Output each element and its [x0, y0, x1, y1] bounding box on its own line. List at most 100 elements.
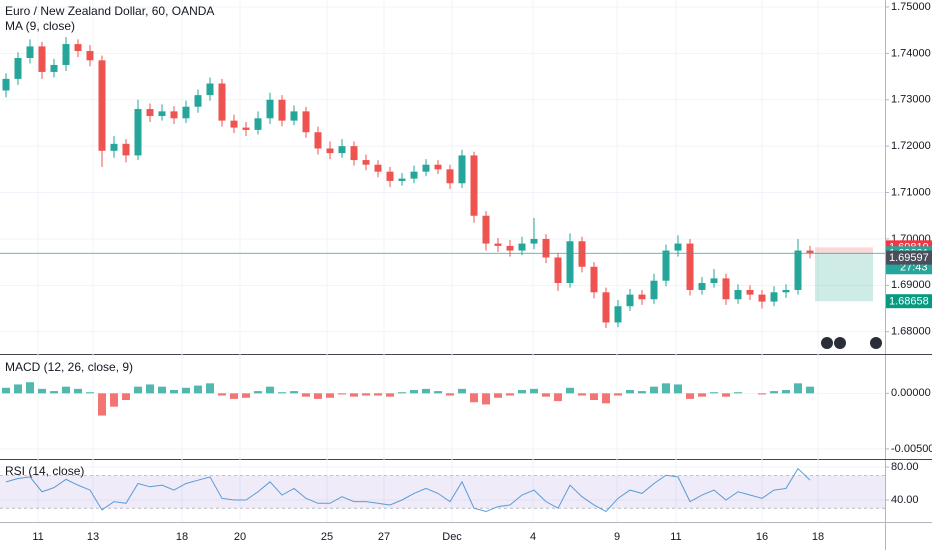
macd-bar: [626, 390, 634, 394]
event-icon[interactable]: [821, 337, 833, 349]
candle-body: [158, 111, 166, 116]
macd-bar: [590, 393, 598, 400]
chart-title: Euro / New Zealand Dollar, 60, OANDA: [5, 4, 214, 18]
macd-bar: [230, 393, 238, 399]
macd-bar: [614, 393, 622, 396]
candle-body: [170, 111, 178, 119]
candle-body: [218, 83, 226, 121]
candle-body: [38, 46, 46, 72]
candle-body: [50, 64, 58, 72]
candle-body: [2, 78, 10, 91]
macd-bar: [638, 391, 646, 394]
candle-body: [482, 215, 490, 244]
macd-bar: [782, 390, 790, 394]
last-price-tag-box: [886, 250, 932, 265]
candle-body: [770, 292, 778, 302]
candle-body: [530, 238, 538, 244]
y-tick-label: 1.69000: [891, 279, 931, 291]
macd-label: MACD (12, 26, close, 9): [5, 360, 133, 374]
macd-bar: [734, 392, 742, 394]
macd-bar: [518, 390, 526, 394]
y-tick-label: 0.00000: [891, 387, 931, 399]
candle-body: [134, 109, 142, 156]
x-tick-label: 13: [87, 531, 99, 543]
macd-bar: [302, 393, 310, 397]
candle-body: [446, 169, 454, 184]
candle-body: [650, 280, 658, 300]
candle-body: [674, 243, 682, 251]
macd-bar: [434, 391, 442, 394]
x-tick-label: 11: [670, 531, 681, 543]
candle-body: [182, 106, 190, 119]
candle-body: [314, 132, 322, 149]
candle-body: [566, 241, 574, 284]
target-tag-box: [886, 294, 932, 309]
macd-bar: [410, 390, 418, 394]
candle-body: [698, 283, 706, 290]
macd-bar: [530, 388, 538, 394]
event-icon[interactable]: [834, 337, 846, 349]
candle-body: [626, 294, 634, 307]
macd-bar: [806, 386, 814, 394]
candle-body: [686, 243, 694, 290]
macd-bar: [206, 383, 214, 394]
macd-bar: [26, 382, 34, 394]
candle-body: [422, 164, 430, 172]
candle-body: [494, 243, 502, 246]
y-tick-label: 1.71000: [891, 186, 931, 198]
macd-bar: [338, 393, 346, 395]
macd-bar: [602, 393, 610, 404]
macd-bar: [758, 393, 766, 395]
macd-bar: [86, 392, 94, 394]
y-tick-label: 1.68000: [891, 326, 931, 338]
event-icons[interactable]: [821, 337, 882, 349]
candle-body: [434, 164, 442, 170]
y-tick-label: 1.75000: [891, 1, 931, 13]
x-tick-label: 4: [530, 531, 536, 543]
candle-body: [374, 164, 382, 172]
macd-bar: [74, 388, 82, 394]
macd-bar: [458, 388, 466, 394]
candle-body: [782, 289, 790, 293]
candle-body: [518, 243, 526, 251]
y-tick-label: 1.73000: [891, 94, 931, 106]
x-tick-label: 18: [812, 531, 824, 543]
candle-body: [74, 44, 82, 52]
macd-bar: [266, 386, 274, 394]
x-tick-label: 11: [32, 531, 43, 543]
macd-bar: [110, 393, 118, 407]
macd-bar: [38, 388, 46, 394]
candle-body: [86, 51, 94, 61]
macd-bar: [134, 386, 142, 394]
macd-bar: [542, 393, 550, 397]
candle-body: [326, 148, 334, 154]
candle-body: [230, 120, 238, 128]
macd-bar: [662, 383, 670, 394]
candle-body: [710, 278, 718, 284]
macd-bar: [326, 393, 334, 398]
candle-body: [122, 143, 130, 156]
macd-bar: [794, 383, 802, 394]
candle-body: [110, 143, 118, 151]
macd-bar: [482, 393, 490, 405]
macd-bar: [650, 386, 658, 394]
last-price-tag: 1.69597: [889, 252, 929, 264]
candle-body: [410, 171, 418, 179]
candle-body: [206, 83, 214, 96]
rsi-line: [5, 467, 811, 513]
macd-bar: [62, 386, 70, 394]
y-tick-label: -0.00500: [891, 443, 932, 455]
macd-bar: [710, 392, 718, 394]
event-icon[interactable]: [870, 337, 882, 349]
candle-body: [458, 155, 466, 184]
candle-body: [254, 118, 262, 130]
rsi-label: RSI (14, close): [5, 464, 84, 478]
macd-bar: [146, 384, 154, 394]
candle-body: [98, 60, 106, 151]
candle-body: [662, 250, 670, 281]
macd-bar: [566, 387, 574, 394]
candle-body: [278, 99, 286, 121]
candle-body: [578, 241, 586, 267]
